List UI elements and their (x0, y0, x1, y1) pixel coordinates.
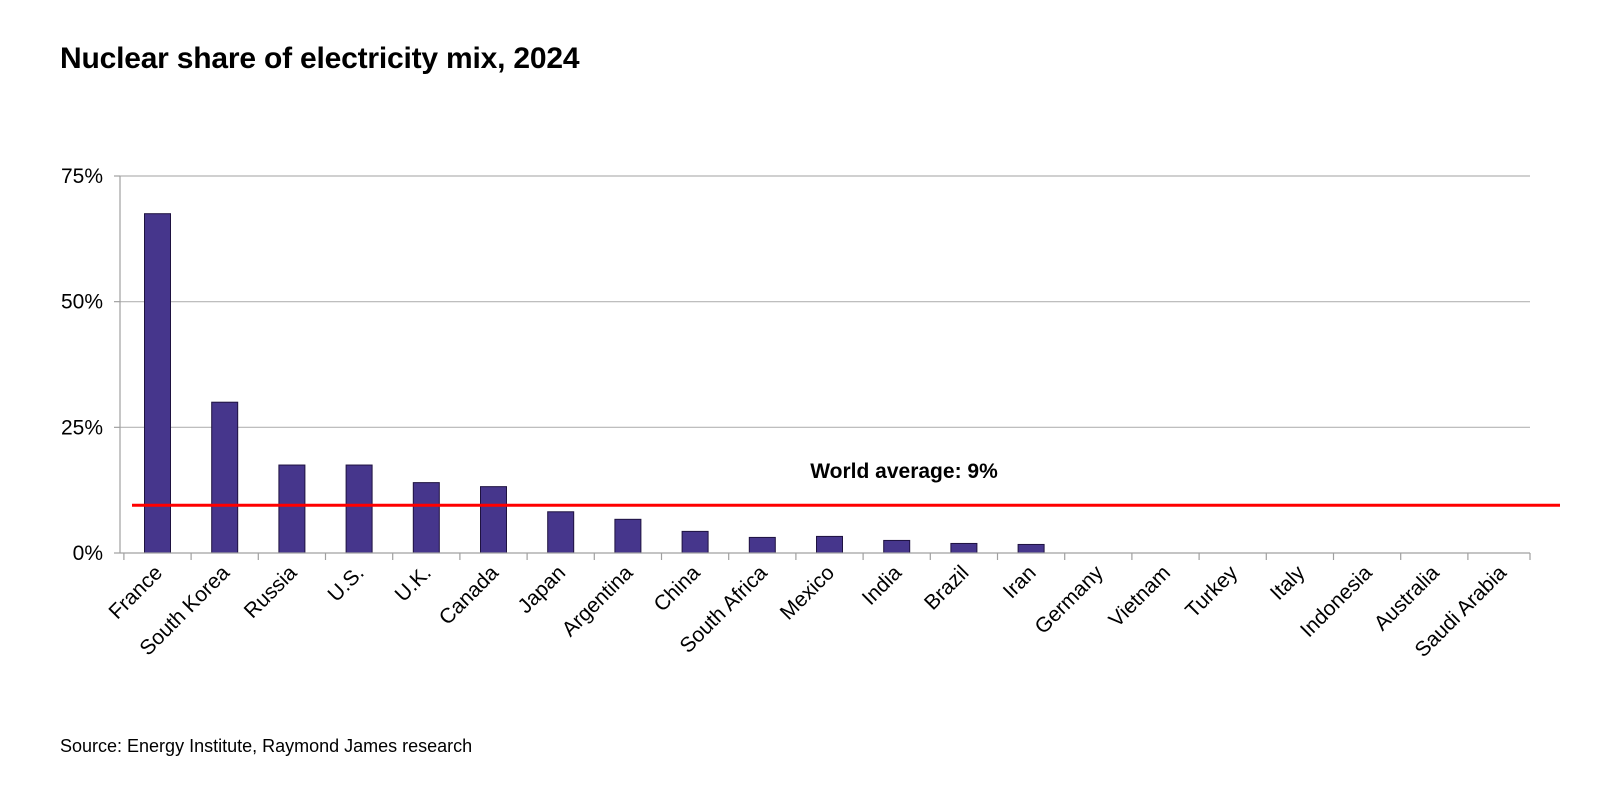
bar-france (144, 213, 171, 554)
x-tick-label: China (650, 561, 705, 616)
source-note: Source: Energy Institute, Raymond James … (60, 736, 473, 756)
bars (144, 213, 1045, 554)
x-tick-label: Vietnam (1105, 561, 1175, 631)
gridlines (114, 175, 1530, 554)
world-average-label: World average: 9% (810, 460, 998, 483)
y-axis-tick-labels: 0% 25% 50% 75% (61, 165, 103, 565)
bar-brazil (950, 542, 978, 554)
bar-china (681, 530, 709, 554)
x-tick-label: U.S. (323, 561, 368, 606)
bar-south-africa (748, 536, 776, 554)
x-tick-label: Japan (514, 561, 571, 618)
y-tick-label: 75% (61, 165, 103, 188)
bar-russia (278, 464, 306, 554)
bar-south-korea (211, 401, 239, 554)
bar-mexico (816, 535, 843, 554)
x-tick-label: France (105, 561, 167, 623)
bar-canada (480, 486, 507, 554)
bar-argentina (614, 518, 642, 554)
bar-iran (1017, 543, 1045, 554)
x-tick-label: Brazil (920, 561, 973, 614)
bar-japan (547, 511, 575, 554)
x-tick-label: U.K. (391, 561, 436, 606)
x-tick-label: Argentina (558, 561, 638, 641)
world-average-reference: World average: 9% (132, 460, 1560, 507)
x-tick-label: Italy (1266, 561, 1310, 605)
y-tick-label: 0% (73, 542, 103, 565)
x-tick-label: Russia (240, 561, 302, 623)
x-tick-label: Iran (999, 561, 1041, 603)
x-axis (119, 176, 1531, 560)
y-tick-label: 50% (61, 291, 103, 314)
bar-u-k (412, 482, 440, 554)
x-tick-label: Germany (1031, 561, 1109, 639)
x-tick-label: Indonesia (1296, 561, 1377, 642)
x-tick-label: Mexico (776, 561, 839, 624)
bar-india (883, 539, 911, 554)
x-tick-label: India (858, 561, 907, 610)
x-tick-label: Turkey (1181, 561, 1242, 622)
bar-u-s (345, 464, 373, 554)
x-tick-label: Canada (435, 561, 504, 630)
y-tick-label: 25% (61, 416, 103, 439)
chart-title: Nuclear share of electricity mix, 2024 (60, 42, 580, 75)
